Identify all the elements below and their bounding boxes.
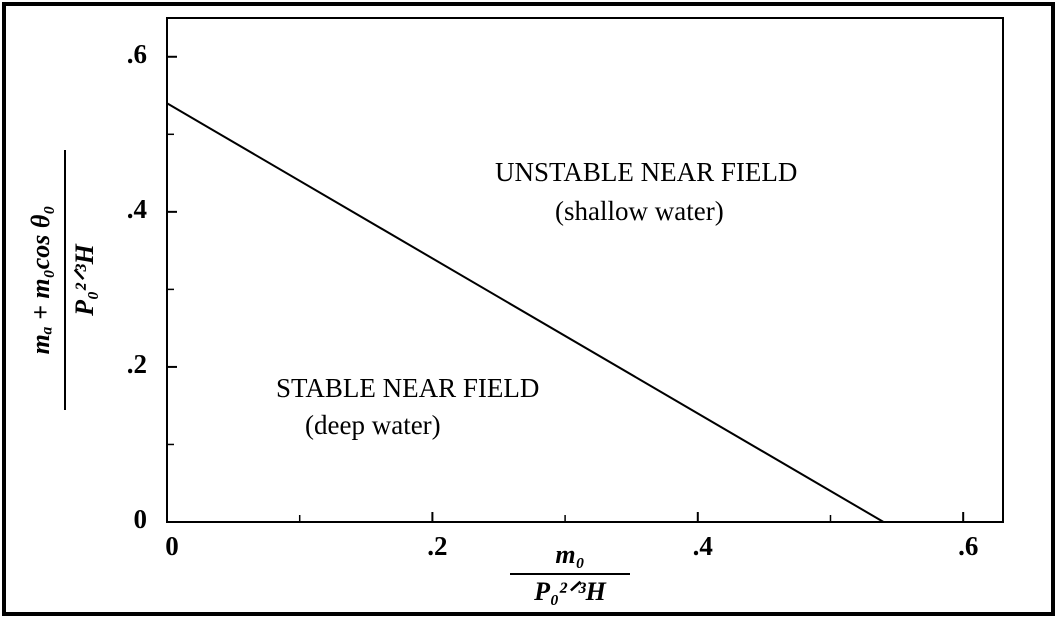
- y-label-denominator: P₀²ᐟ³H: [70, 243, 99, 317]
- y-tick-label: .4: [127, 194, 147, 224]
- x-label-denominator: P₀²ᐟ³H: [533, 577, 607, 606]
- y-tick-label: 0: [134, 504, 148, 534]
- annotation: (shallow water): [555, 196, 724, 226]
- y-tick-label: .6: [127, 39, 147, 69]
- annotation: STABLE NEAR FIELD: [276, 373, 539, 403]
- x-tick-label: 0: [165, 531, 179, 561]
- plot-area: [166, 17, 1004, 523]
- x-tick-label: .4: [693, 531, 713, 561]
- y-tick-label: .2: [127, 349, 147, 379]
- annotation: (deep water): [305, 410, 441, 440]
- line: [166, 102, 885, 523]
- x-label-numerator: m₀: [555, 540, 584, 569]
- y-label: mₐ + m₀cos θ₀ P₀²ᐟ³H: [26, 150, 99, 410]
- x-tick-label: .6: [958, 531, 978, 561]
- x-tick-label: .2: [427, 531, 447, 561]
- annotation: UNSTABLE NEAR FIELD: [495, 157, 797, 187]
- y-label-numerator: mₐ + m₀cos θ₀: [26, 206, 55, 355]
